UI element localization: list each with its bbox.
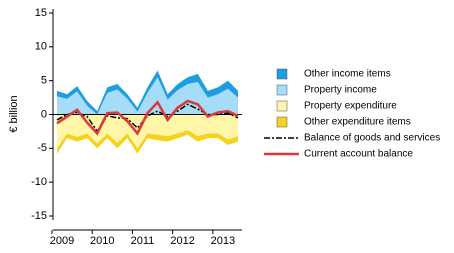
y-tick-label: 0 [41,108,47,120]
legend-label: Other income items [304,69,391,80]
y-tick-label: 5 [41,75,47,87]
line [56,103,239,133]
y-tick-label: 10 [35,41,47,53]
legend-swatch [276,84,288,96]
y-tick-label: 15 [35,7,47,19]
x-tick-label: 2011 [131,235,155,247]
y-tick-label: -15 [31,210,47,222]
x-tick-label: 2012 [170,235,194,247]
legend-label: Property expenditure [304,101,397,112]
area [57,130,238,154]
y-tick-label: -5 [37,142,47,154]
legend-label: Balance of goods and services [304,133,440,144]
x-tick-label: 2013 [211,235,235,247]
legend-swatch [276,100,288,112]
area [57,77,238,115]
legend-label: Property income [304,85,377,96]
y-tick-label: -10 [31,176,47,188]
area [57,70,238,115]
legend-label: Current account balance [304,149,413,160]
y-axis-label: € billion [8,95,20,132]
legend-label: Other expenditure items [304,117,411,128]
line [56,99,239,136]
x-tick-label: 2009 [50,235,74,247]
legend-swatch [276,116,288,128]
x-tick-label: 2010 [90,235,114,247]
legend-swatch [276,68,288,80]
